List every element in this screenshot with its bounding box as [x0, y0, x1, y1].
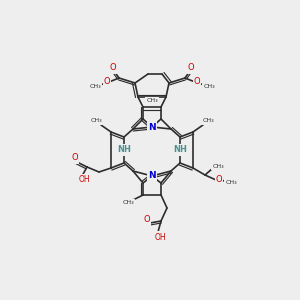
Text: CH₃: CH₃ — [202, 118, 214, 124]
Text: CH₃: CH₃ — [146, 98, 158, 104]
Text: NH: NH — [117, 146, 131, 154]
Text: O: O — [188, 64, 194, 73]
Text: N: N — [148, 172, 156, 181]
Text: N: N — [148, 122, 156, 131]
Text: O: O — [194, 76, 200, 85]
Text: O: O — [72, 154, 78, 163]
Text: CH₃: CH₃ — [122, 200, 134, 206]
Text: O: O — [104, 76, 110, 85]
Text: OH: OH — [78, 176, 90, 184]
Text: O: O — [216, 175, 222, 184]
Text: NH: NH — [173, 146, 187, 154]
Text: CH₃: CH₃ — [89, 83, 101, 88]
Text: CH₃: CH₃ — [203, 83, 215, 88]
Text: OH: OH — [154, 232, 166, 242]
Text: CH₃: CH₃ — [225, 181, 237, 185]
Text: CH₃: CH₃ — [212, 164, 224, 169]
Text: O: O — [110, 64, 116, 73]
Text: O: O — [144, 215, 150, 224]
Text: CH₃: CH₃ — [90, 118, 102, 124]
